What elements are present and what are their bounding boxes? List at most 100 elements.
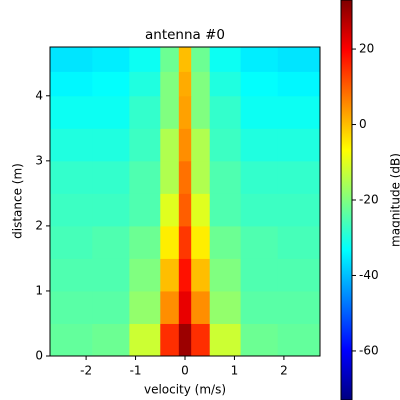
heatmap-cell — [92, 193, 130, 227]
heatmap-cell — [129, 225, 161, 259]
y-tick-label: 2 — [35, 218, 43, 232]
y-tick-label: 4 — [35, 88, 43, 102]
heatmap-cell — [240, 128, 279, 162]
heatmap-cell — [191, 160, 211, 194]
colorbar-label: magnitude (dB) — [389, 153, 400, 247]
heatmap-cell — [277, 193, 321, 227]
y-tick-label: 3 — [35, 153, 43, 167]
colorbar-tick-label: 0 — [359, 117, 367, 131]
heatmap-cell — [240, 193, 279, 227]
heatmap-cell — [129, 71, 161, 97]
heatmap-cell — [129, 95, 161, 129]
heatmap-cell — [240, 160, 279, 194]
heatmap-cell — [277, 95, 321, 129]
heatmap-cell — [240, 225, 279, 259]
colorbar — [340, 0, 353, 400]
heatmap-cell — [209, 193, 242, 227]
heatmap-cell — [191, 193, 211, 227]
heatmap-cell — [178, 193, 192, 227]
heatmap-cell — [209, 225, 242, 259]
heatmap-cell — [277, 258, 321, 292]
heatmap-cell — [160, 128, 180, 162]
heatmap-cell — [209, 290, 242, 324]
heatmap-cell — [209, 128, 242, 162]
heatmap-cell — [209, 323, 242, 357]
heatmap-cell — [160, 160, 180, 194]
heatmap-cell — [240, 323, 279, 357]
heatmap-cell — [191, 323, 211, 357]
heatmap-cell — [178, 128, 192, 162]
heatmap-cell — [129, 323, 161, 357]
heatmap-cell — [92, 225, 130, 259]
heatmap-cell — [92, 160, 130, 194]
heatmap-cell — [178, 160, 192, 194]
heatmap-cell — [92, 71, 130, 97]
heatmap-cell — [50, 258, 93, 292]
heatmap-cell — [191, 95, 211, 129]
x-tick-label: -2 — [80, 364, 92, 378]
heatmap-cell — [50, 95, 93, 129]
y-tick-label: 1 — [35, 283, 43, 297]
heatmap-cell — [240, 95, 279, 129]
heatmap-cell — [240, 258, 279, 292]
heatmap-cell — [160, 47, 180, 72]
heatmap-cell — [277, 128, 321, 162]
heatmap-cell — [178, 323, 192, 357]
heatmap-cell — [160, 95, 180, 129]
x-tick-label: 2 — [280, 364, 288, 378]
y-axis-label: distance (m) — [11, 163, 25, 239]
heatmap-cell — [178, 290, 192, 324]
y-tick-label: 0 — [35, 349, 43, 363]
heatmap-cell — [50, 160, 93, 194]
heatmap-cell — [191, 128, 211, 162]
heatmap-cell — [92, 290, 130, 324]
heatmap-cell — [277, 160, 321, 194]
heatmap-cell — [92, 128, 130, 162]
x-tick-label: -1 — [130, 364, 142, 378]
heatmap-cell — [209, 71, 242, 97]
heatmap-cell — [178, 258, 192, 292]
heatmap-cell — [92, 323, 130, 357]
heatmap-cell — [191, 71, 211, 97]
colorbar-tick-label: -60 — [359, 343, 379, 357]
heatmap-cell — [240, 71, 279, 97]
colorbar-tick-label: -20 — [359, 193, 379, 207]
heatmap-cell — [129, 128, 161, 162]
colorbar-tick-label: -40 — [359, 268, 379, 282]
heatmap-cell — [92, 95, 130, 129]
heatmap-cell — [277, 323, 321, 357]
x-tick-label: 1 — [231, 364, 239, 378]
heatmap-cell — [160, 290, 180, 324]
heatmap-cell — [178, 95, 192, 129]
heatmap-cell — [240, 47, 279, 72]
chart-title: antenna #0 — [145, 27, 225, 43]
heatmap-cell — [240, 290, 279, 324]
heatmap-cell — [178, 71, 192, 97]
heatmap-cell — [160, 258, 180, 292]
heatmap-cell — [50, 225, 93, 259]
heatmap-cell — [50, 193, 93, 227]
x-axis-label: velocity (m/s) — [144, 383, 226, 397]
heatmap-cell — [92, 47, 130, 72]
heatmap-cell — [129, 258, 161, 292]
heatmap-cell — [160, 323, 180, 357]
heatmap-cell — [277, 225, 321, 259]
heatmap-cell — [129, 193, 161, 227]
heatmap-cell — [191, 225, 211, 259]
heatmap-cell — [160, 225, 180, 259]
heatmap-cell — [50, 290, 93, 324]
heatmap-cell — [191, 290, 211, 324]
heatmap-cell — [191, 258, 211, 292]
x-tick-label: 0 — [181, 364, 189, 378]
heatmap-cell — [160, 193, 180, 227]
heatmap-cell — [50, 71, 93, 97]
heatmap-cell — [50, 128, 93, 162]
heatmap-cell — [50, 323, 93, 357]
colorbar-tick-label: 20 — [359, 42, 374, 56]
heatmap-cell — [160, 71, 180, 97]
heatmap-cell — [277, 290, 321, 324]
heatmap-cell — [209, 258, 242, 292]
heatmap-cell — [277, 47, 321, 72]
